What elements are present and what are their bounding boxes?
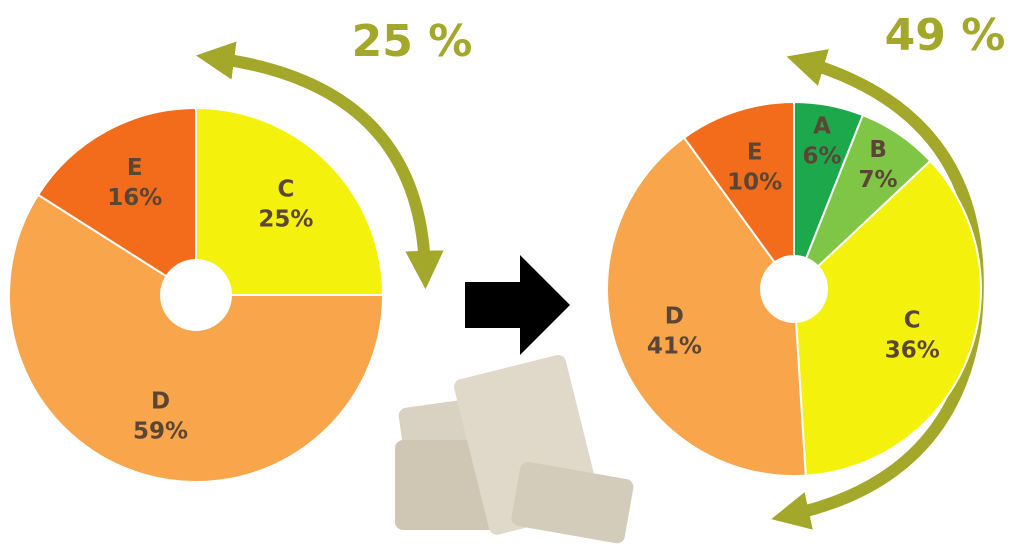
- slice-value-label: 59%: [133, 419, 188, 445]
- pie-slice: [36, 106, 197, 297]
- slice-value-label: 16%: [107, 185, 162, 211]
- slice-category: A: [813, 114, 831, 140]
- donut-hole: [160, 259, 232, 331]
- slice-category: E: [127, 155, 143, 181]
- annotation: 25 %: [352, 16, 473, 67]
- slice-category: D: [665, 304, 684, 330]
- slice-category: E: [747, 140, 763, 166]
- slice-value-label: 36%: [885, 337, 940, 363]
- pie-slice: [195, 106, 385, 296]
- slice-category: D: [151, 389, 170, 415]
- slice-value-label: 41%: [647, 334, 702, 360]
- pie-slice: [792, 159, 982, 477]
- slice-value-label: 6%: [803, 144, 842, 170]
- donut-hole: [760, 255, 828, 323]
- pie-slice: [606, 136, 807, 477]
- annotation: 49 %: [885, 10, 1006, 61]
- slice-category: C: [904, 307, 921, 333]
- slice-category: B: [869, 137, 887, 163]
- curved-arrow: [195, 41, 444, 290]
- pie-slice: [8, 193, 385, 483]
- transition-arrow: [465, 255, 570, 355]
- slice-value-label: 10%: [727, 170, 782, 196]
- slice-value-label: 25%: [258, 207, 313, 233]
- pie-slice: [682, 100, 795, 293]
- slice-value-label: 7%: [859, 167, 898, 193]
- cracker-illustration: [395, 355, 634, 544]
- slice-category: C: [277, 177, 294, 203]
